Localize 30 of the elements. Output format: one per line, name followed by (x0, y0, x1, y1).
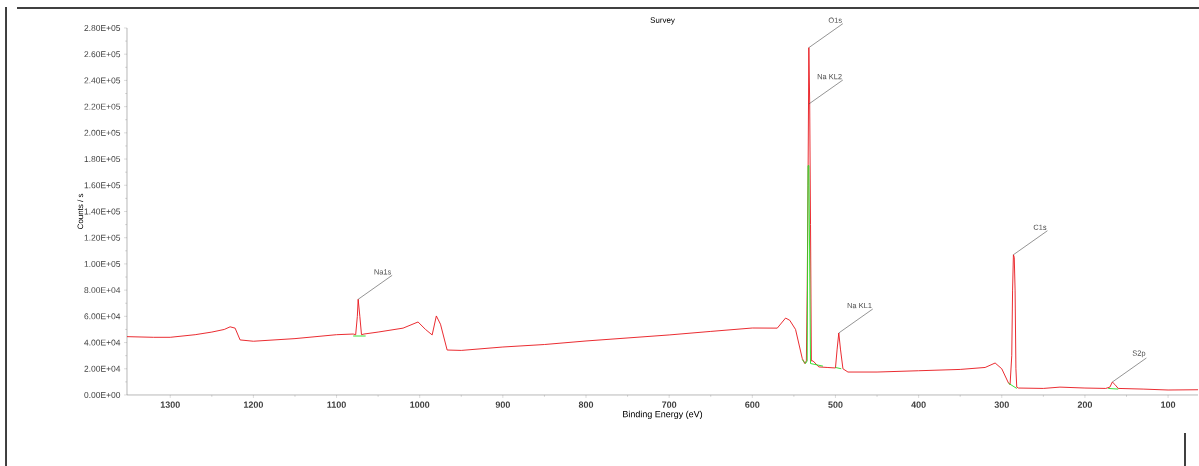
x-tick-label: 200 (1077, 401, 1093, 408)
y-tick-label: 1.20E+05 (84, 234, 121, 241)
y-tick-label: 8.00E+04 (84, 287, 121, 294)
x-tick-label: 1000 (410, 401, 430, 408)
y-tick-label: 1.00E+05 (84, 260, 121, 267)
x-tick-label: 700 (662, 401, 677, 408)
x-tick-label: 400 (911, 401, 926, 408)
x-axis-title: Binding Energy (eV) (623, 410, 703, 420)
y-tick-label: 6.00E+04 (84, 313, 121, 320)
x-tick-label: 1200 (243, 401, 263, 408)
y-tick-label: 1.40E+05 (84, 208, 121, 215)
y-tick-label: 2.00E+04 (84, 365, 121, 372)
x-tick-label: 800 (578, 401, 594, 408)
x-tick-label: 600 (745, 401, 760, 408)
x-tick-label: 300 (994, 401, 1009, 408)
y-tick-label: 2.80E+05 (84, 24, 121, 31)
x-tick-label: 900 (495, 401, 510, 408)
y-tick-label: 0.00E+00 (84, 391, 121, 398)
y-tick-label: 2.20E+05 (84, 103, 121, 110)
y-tick-label: 2.00E+05 (84, 129, 121, 136)
x-tick-label: 1300 (160, 401, 180, 408)
line-series (801, 165, 824, 367)
x-tick-label: 500 (828, 401, 843, 408)
y-tick-label: 4.00E+04 (84, 339, 121, 346)
y-tick-label: 2.40E+05 (84, 77, 121, 84)
x-tick-label: 1100 (327, 401, 346, 408)
x-tick-label: 100 (1161, 401, 1176, 408)
y-tick-label: 2.60E+05 (84, 51, 121, 58)
y-tick-label: 1.80E+05 (84, 156, 121, 163)
y-tick-label: 1.60E+05 (84, 182, 121, 189)
